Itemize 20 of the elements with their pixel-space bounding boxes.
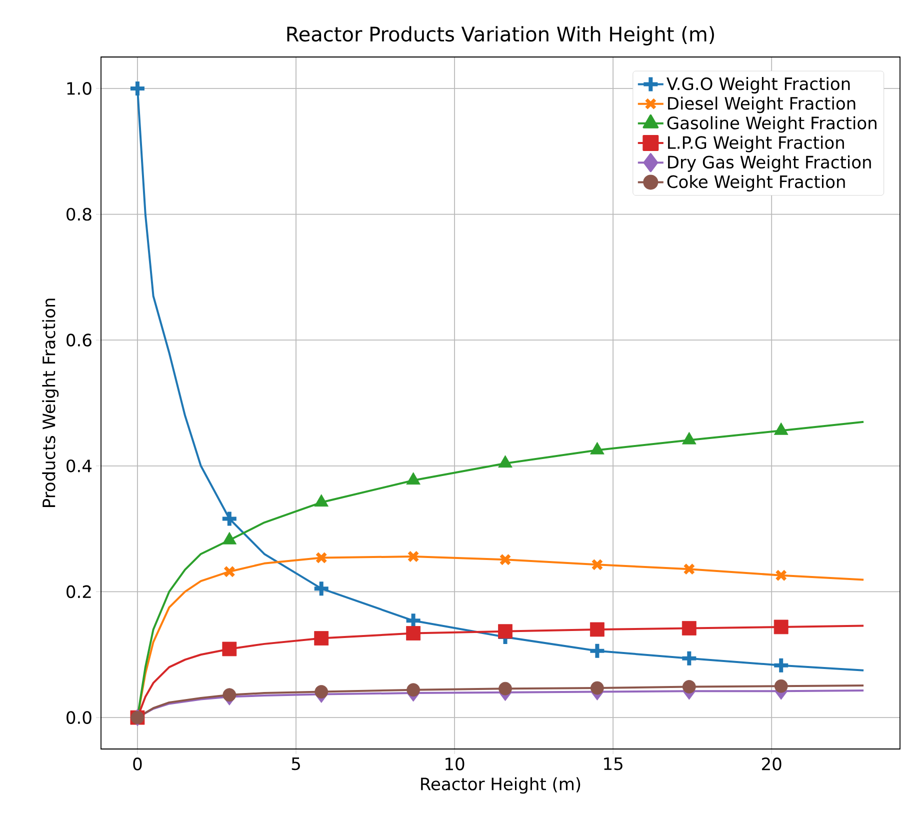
- chart-title: Reactor Products Variation With Height (m): [287, 26, 714, 46]
- x-tick-label: 10: [446, 758, 464, 770]
- legend-label: Dry Gas Weight Fraction: [668, 155, 871, 172]
- y-tick-label: 0.4: [66, 459, 92, 472]
- y-tick-label: 1.0: [67, 82, 92, 95]
- y-tick-label: 0.2: [66, 585, 91, 598]
- x-tick-label: 15: [604, 758, 622, 770]
- x-tick-label: 0: [133, 758, 142, 770]
- legend-label: Gasoline Weight Fraction: [667, 116, 876, 133]
- legend-label: V.G.O Weight Fraction: [666, 77, 850, 94]
- y-tick-label: 0.6: [66, 334, 92, 347]
- legend-label: Coke Weight Fraction: [667, 175, 845, 192]
- legend-label: L.P.G Weight Fraction: [668, 136, 844, 152]
- legend-label: Diesel Weight Fraction: [668, 96, 856, 114]
- x-tick-label: 5: [292, 758, 300, 770]
- y-tick-label: 0.8: [66, 208, 92, 221]
- y-tick-label: 0.0: [66, 711, 92, 724]
- y-axis-title: Products Weight Fraction: [42, 298, 59, 507]
- x-tick-label: 20: [762, 758, 782, 770]
- x-axis-title: Reactor Height (m): [421, 777, 580, 794]
